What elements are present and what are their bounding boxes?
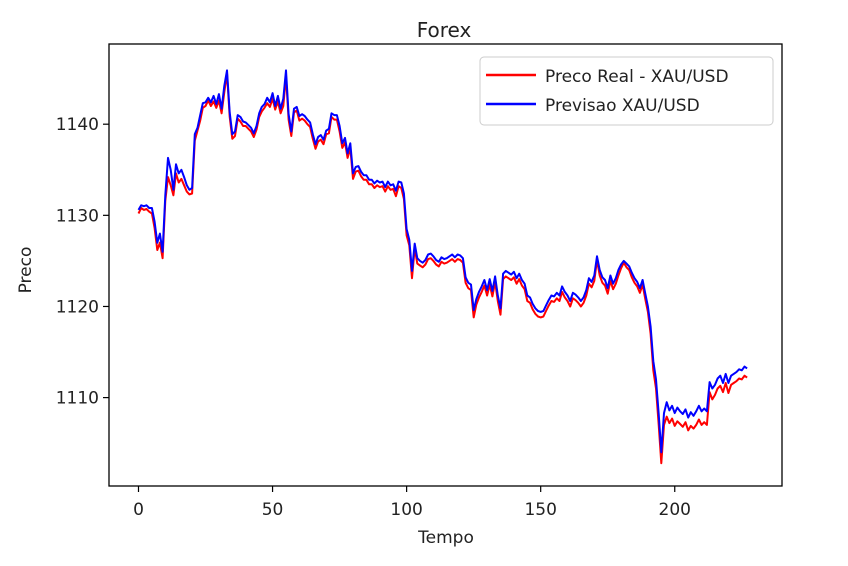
y-tick-label: 1110	[56, 389, 99, 409]
x-tick-label: 150	[524, 500, 556, 520]
legend-box	[479, 56, 774, 126]
x-tick-label: 100	[390, 500, 422, 520]
x-tick-label: 50	[262, 500, 284, 520]
series-line-forecast	[137, 69, 748, 454]
plot-frame	[108, 43, 783, 487]
y-tick-label: 1140	[56, 115, 99, 135]
x-axis-label: Tempo	[417, 528, 474, 548]
chart-title: Forex	[417, 18, 472, 42]
legend-label-real: Preco Real - XAU/USD	[545, 67, 729, 87]
series-line-real	[137, 72, 748, 465]
y-axis-ticks: 1110 1120 1130 1140	[56, 115, 109, 409]
y-tick-label: 1120	[56, 297, 99, 317]
plot-lines	[137, 69, 748, 465]
legend-label-forecast: Previsao XAU/USD	[545, 96, 700, 116]
legend: Preco Real - XAU/USD Previsao XAU/USD	[479, 56, 774, 126]
y-tick-label: 1130	[56, 206, 99, 226]
x-tick-label: 200	[659, 500, 691, 520]
x-tick-label: 0	[133, 500, 144, 520]
y-axis-label: Preco	[16, 247, 36, 294]
x-axis-ticks: 0 50 100 150 200	[133, 486, 691, 520]
